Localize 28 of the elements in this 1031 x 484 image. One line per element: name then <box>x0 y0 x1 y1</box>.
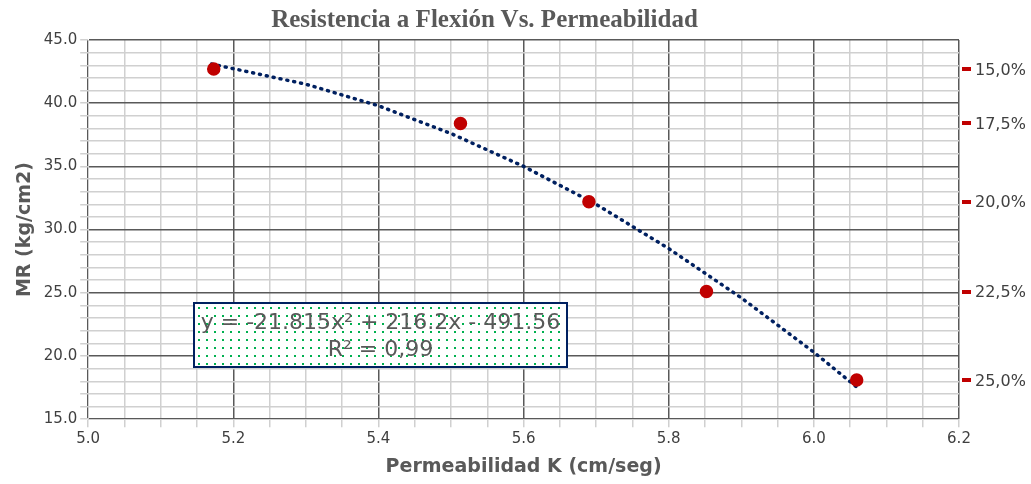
point <box>453 116 468 131</box>
x-tick-label: 5.8 <box>656 429 681 448</box>
x-axis-title: Permeabilidad K (cm/seg) <box>385 453 662 476</box>
point <box>699 284 714 299</box>
x-tick-label: 5.2 <box>221 429 246 448</box>
y-tick-label: 45.0 <box>43 29 78 48</box>
x-tick-label: 6.2 <box>947 429 971 448</box>
text: 17,5% <box>975 113 1026 133</box>
chart-title: Resistencia a Flexión Vs. Permeabilidad <box>271 5 698 33</box>
text: 25,0% <box>975 370 1026 390</box>
y-tick-label: 25.0 <box>43 282 78 301</box>
y-tick-label: 30.0 <box>43 219 78 238</box>
point <box>582 195 596 209</box>
y-tick-label: 20.0 <box>43 345 78 364</box>
annotation: y = -21.815x² + 216.2x - 491.56 R² = 0,99 <box>192 301 569 368</box>
text: 22,5% <box>975 282 1026 302</box>
y-tick-label: 15.0 <box>43 409 78 428</box>
x-tick-label: 5.6 <box>511 429 536 448</box>
point <box>206 62 221 76</box>
x-tick-label: 5.4 <box>366 429 391 448</box>
text: 15,0% <box>975 59 1026 79</box>
point <box>849 373 864 387</box>
x-tick-label: 6.0 <box>801 429 826 448</box>
x-tick-label: 5.0 <box>76 429 101 448</box>
y-tick-label: 35.0 <box>43 156 78 175</box>
y-axis-title: MR (kg/cm2) <box>12 162 35 298</box>
y-tick-label: 40.0 <box>43 93 78 112</box>
text: 20,0% <box>975 192 1026 212</box>
